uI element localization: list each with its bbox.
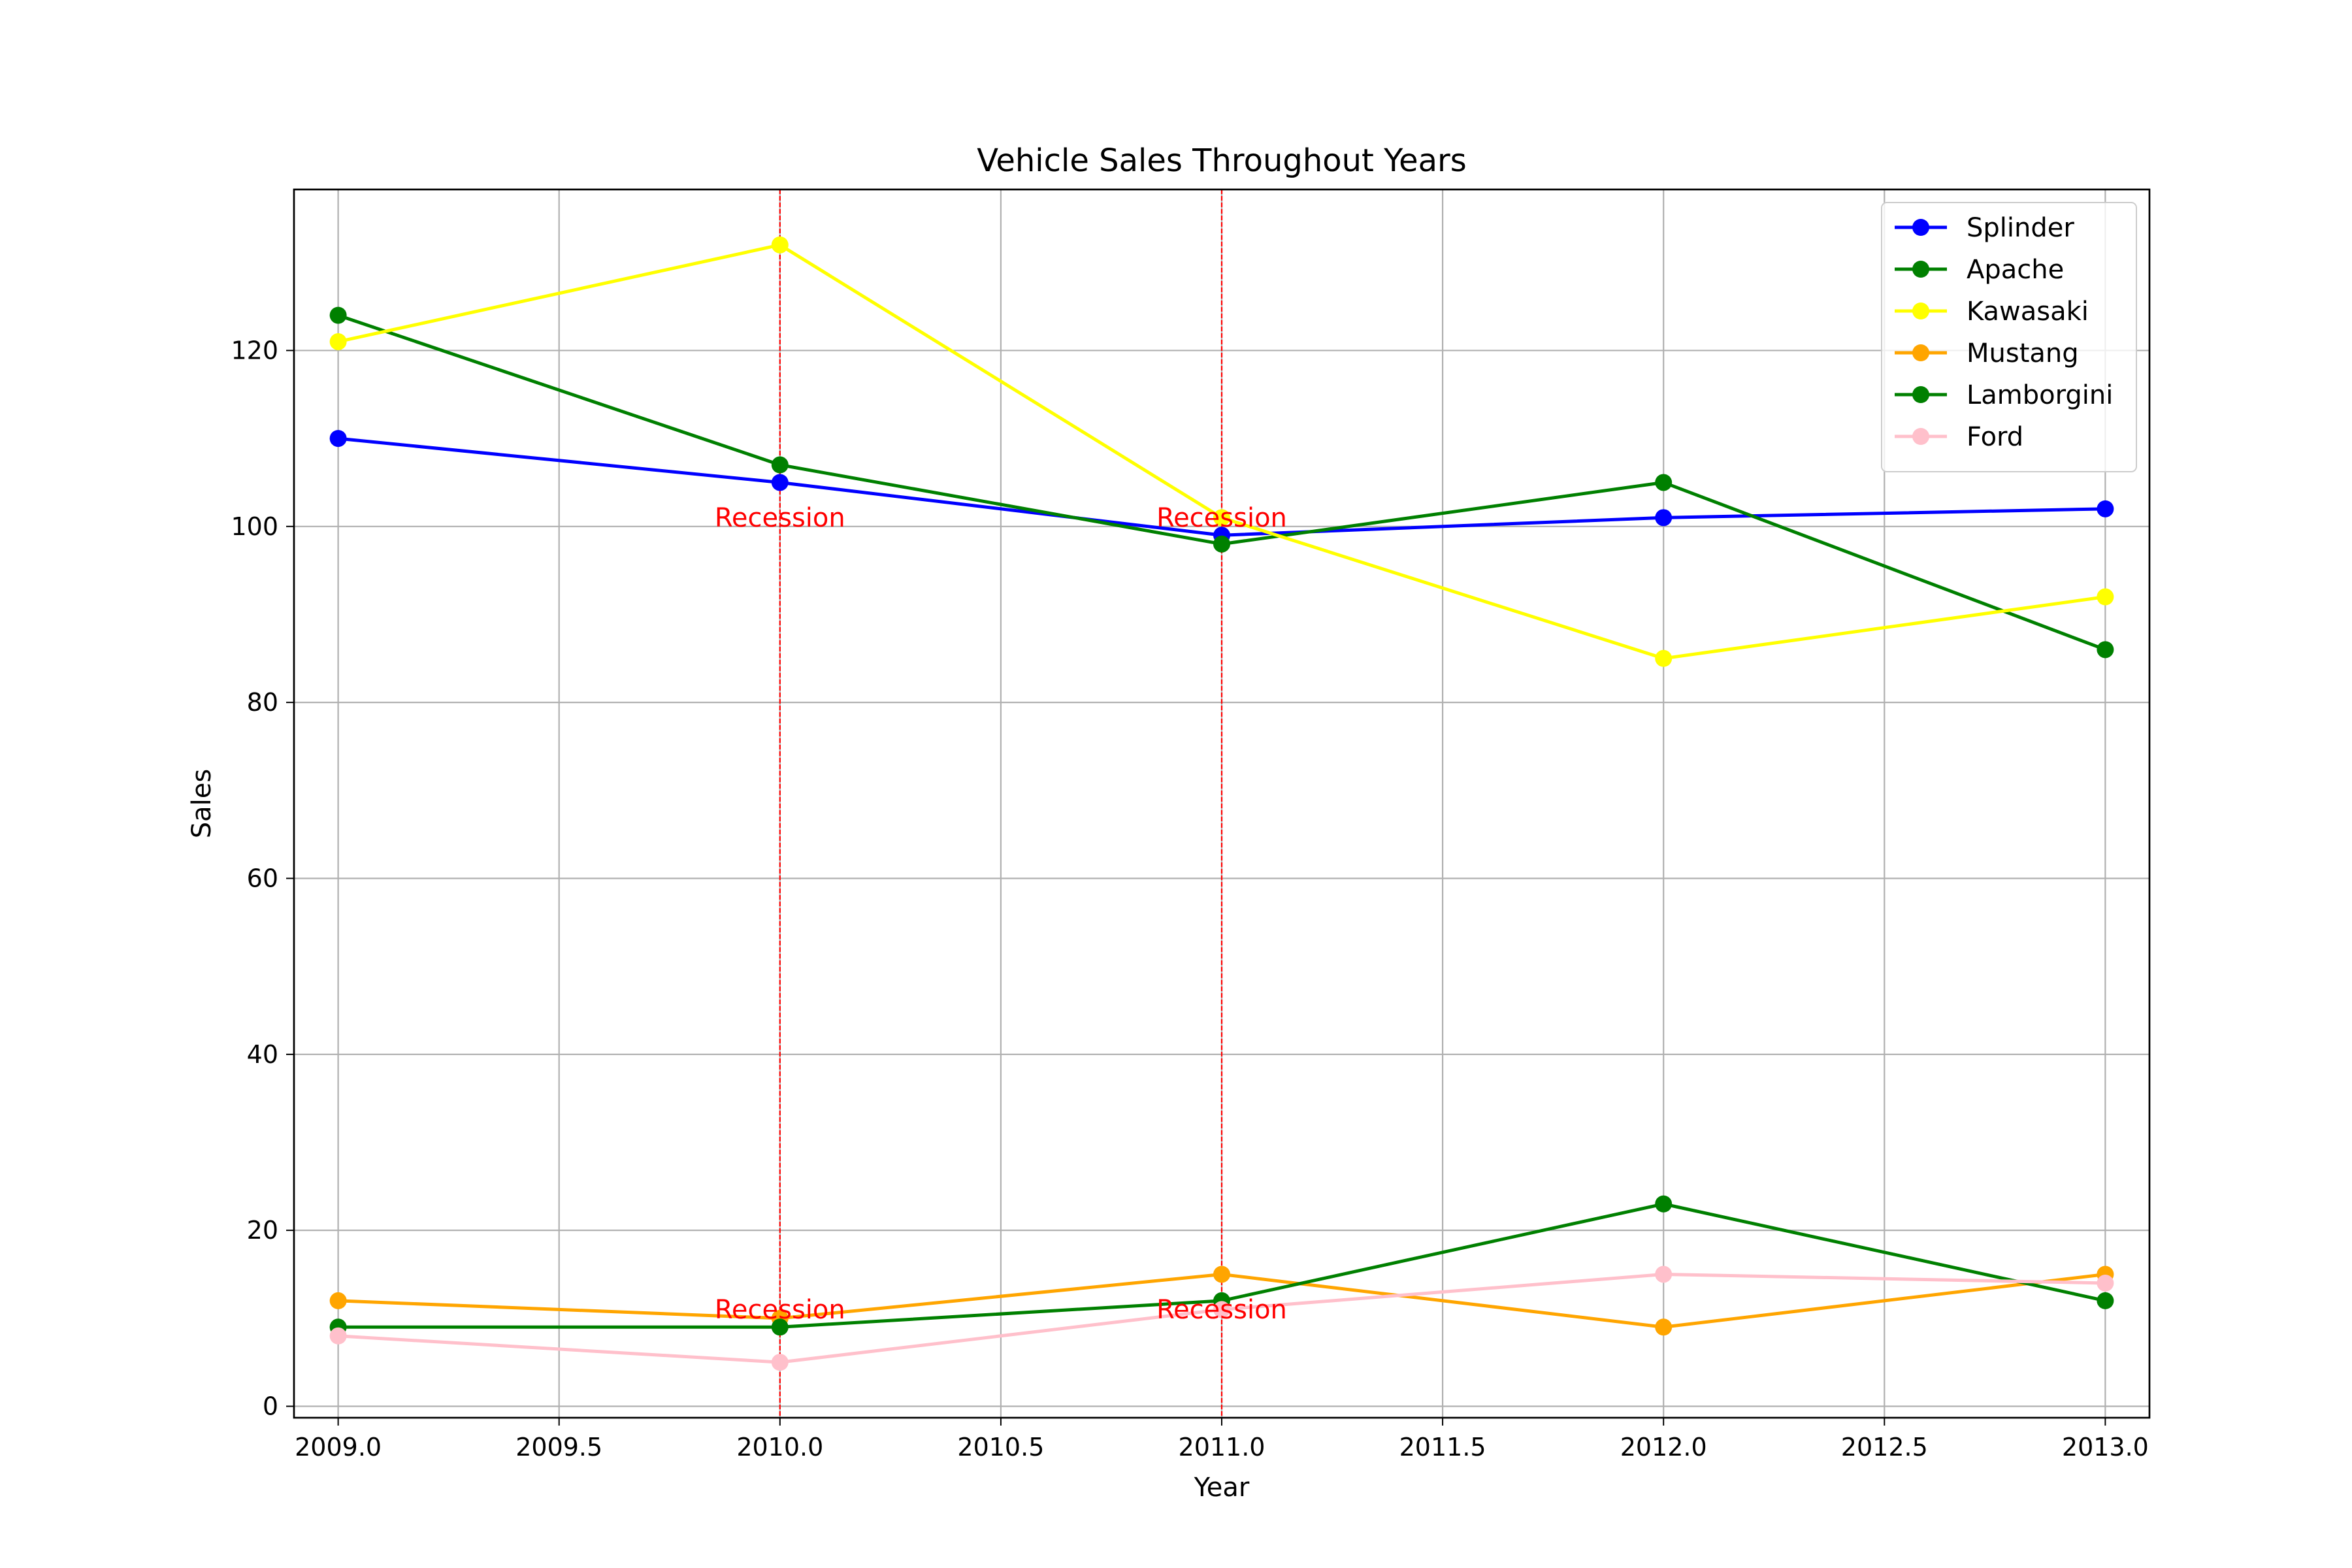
y-tick-label: 120 <box>231 336 278 365</box>
legend-label: Lamborgini <box>1967 380 2113 410</box>
series-kawasaki <box>329 236 2114 667</box>
annotation-text: Recession <box>715 1295 845 1325</box>
y-tick-label: 20 <box>247 1216 278 1245</box>
x-tick-label: 2011.5 <box>1399 1433 1486 1462</box>
reference-lines <box>779 189 1223 1418</box>
legend-marker <box>1912 219 1929 236</box>
legend-label: Apache <box>1967 255 2064 285</box>
y-tick-label: 40 <box>247 1040 278 1069</box>
data-point-mustang <box>329 1292 347 1309</box>
x-tick-label: 2010.5 <box>957 1433 1044 1462</box>
data-point-apache <box>329 306 347 324</box>
data-point-mustang <box>1213 1266 1230 1283</box>
x-axis-label: Year <box>1194 1473 1250 1503</box>
data-point-splinder <box>2097 500 2114 517</box>
legend-marker <box>1912 261 1929 278</box>
data-point-kawasaki <box>2097 588 2114 606</box>
data-point-ford <box>2097 1274 2114 1292</box>
legend-item-lamborgini: Lamborgini <box>1895 380 2113 410</box>
legend: Splinder Apache Kawasaki Mustang Lamborgini F… <box>1881 202 2137 472</box>
annotation-text: Recession <box>1156 1295 1287 1325</box>
data-point-splinder <box>1655 509 1673 527</box>
data-point-kawasaki <box>771 236 789 253</box>
y-tick-label: 80 <box>247 688 278 717</box>
data-point-ford <box>1213 1301 1230 1318</box>
series-ford <box>329 1266 2114 1371</box>
data-point-ford <box>771 1354 789 1371</box>
data-point-apache <box>1213 535 1230 553</box>
axis-ticks: 2009.0 2009.5 2010.0 2010.5 2011.0 2011.5 2012… <box>231 336 2148 1462</box>
legend-marker <box>1912 302 1929 319</box>
legend-item-kawasaki: Kawasaki <box>1895 297 2089 327</box>
data-point-kawasaki <box>329 333 347 350</box>
legend-item-apache: Apache <box>1895 255 2064 285</box>
series-group <box>329 236 2114 1371</box>
legend-item-mustang: Mustang <box>1895 338 2079 368</box>
legend-label: Splinder <box>1967 213 2074 243</box>
x-tick-label: 2011.0 <box>1179 1433 1266 1462</box>
data-point-apache <box>2097 641 2114 659</box>
data-point-ford <box>329 1327 347 1345</box>
chart-title: Vehicle Sales Throughout Years <box>977 142 1467 179</box>
legend-label: Mustang <box>1967 338 2079 368</box>
legend-marker <box>1912 386 1929 403</box>
legend-item-ford: Ford <box>1895 422 2023 452</box>
y-tick-label: 100 <box>231 512 278 541</box>
x-tick-label: 2012.5 <box>1841 1433 1928 1462</box>
data-point-mustang <box>1655 1318 1673 1336</box>
data-point-splinder <box>771 474 789 491</box>
data-point-apache <box>1655 474 1673 491</box>
y-tick-label: 60 <box>247 864 278 892</box>
legend-item-splinder: Splinder <box>1895 213 2074 243</box>
data-point-lamborgini <box>1655 1195 1673 1213</box>
series-splinder <box>329 430 2114 544</box>
legend-label: Kawasaki <box>1967 297 2089 327</box>
x-tick-label: 2009.0 <box>295 1433 382 1462</box>
y-axis-label: Sales <box>187 769 217 838</box>
legend-marker <box>1912 344 1929 361</box>
annotation-text: Recession <box>715 503 845 533</box>
x-tick-label: 2009.5 <box>515 1433 602 1462</box>
data-point-apache <box>771 456 789 474</box>
x-tick-label: 2010.0 <box>736 1433 823 1462</box>
data-point-ford <box>1655 1266 1673 1283</box>
data-point-kawasaki <box>1655 649 1673 667</box>
annotation-text: Recession <box>1156 503 1287 533</box>
data-point-lamborgini <box>2097 1292 2114 1309</box>
x-tick-label: 2012.0 <box>1620 1433 1707 1462</box>
y-tick-label: 0 <box>263 1392 278 1420</box>
series-mustang <box>329 1266 2114 1336</box>
data-point-kawasaki <box>1213 509 1230 527</box>
data-point-lamborgini <box>771 1318 789 1336</box>
x-tick-label: 2013.0 <box>2062 1433 2149 1462</box>
annotations: Recession Recession Recession Recession <box>715 503 1287 1325</box>
legend-label: Ford <box>1967 422 2023 452</box>
series-apache <box>329 306 2114 659</box>
data-point-splinder <box>329 430 347 448</box>
legend-marker <box>1912 428 1929 445</box>
